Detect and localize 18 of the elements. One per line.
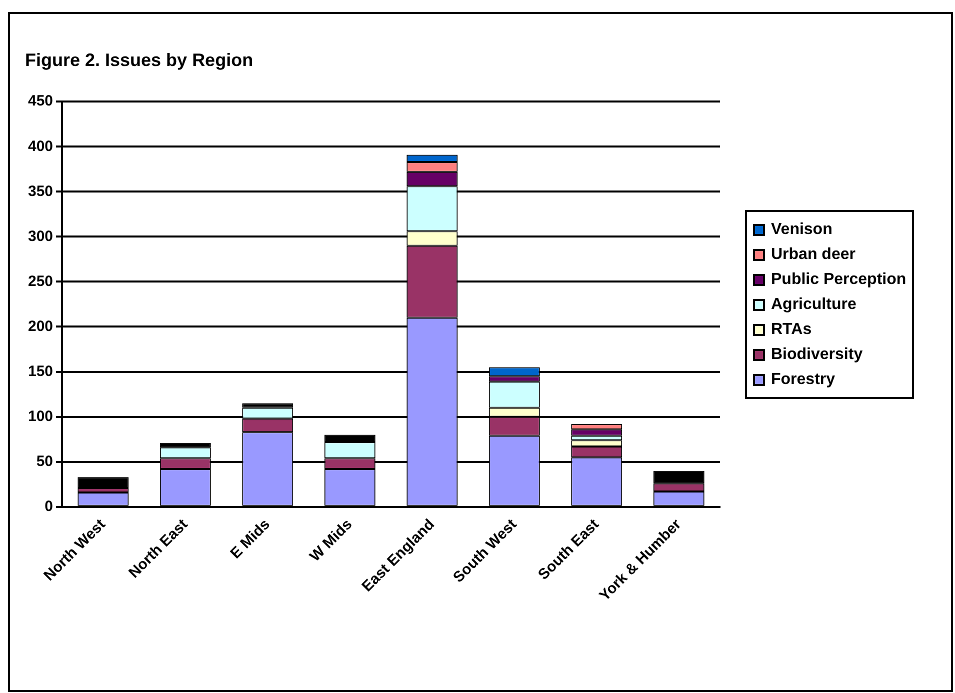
y-tick-label: 350 — [28, 182, 54, 200]
legend-label: Agriculture — [771, 296, 856, 314]
y-tick-label: 200 — [28, 318, 54, 335]
legend-label: RTAs — [771, 321, 812, 340]
chart-title: Figure 2. Issues by Region — [25, 50, 254, 70]
y-tick-label: 400 — [28, 138, 54, 155]
legend-label: Biodiversity — [771, 346, 863, 364]
y-tick-label: 150 — [28, 362, 54, 380]
legend-label: Forestry — [771, 371, 836, 390]
y-tick-label: 100 — [28, 408, 54, 425]
legend-label: Urban deer — [771, 246, 856, 264]
y-tick-label: 50 — [36, 452, 54, 470]
y-tick-label: 450 — [28, 92, 54, 110]
legend-label: Public Perception — [771, 271, 906, 290]
y-tick-label: 300 — [28, 228, 54, 245]
legend-label: Venison — [771, 221, 832, 240]
y-tick-label: 0 — [44, 498, 54, 515]
y-tick-label: 250 — [28, 272, 54, 290]
